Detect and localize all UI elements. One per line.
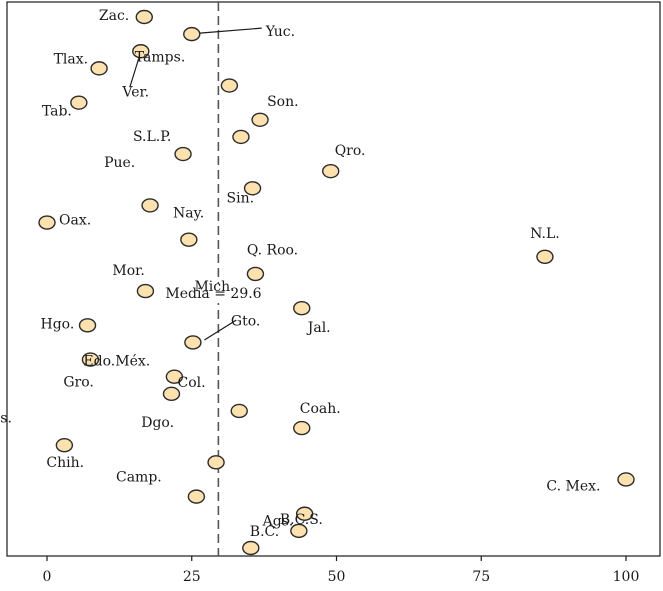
point-label: Oax. xyxy=(59,213,91,229)
point-label: B.C.S. xyxy=(280,512,323,528)
points-layer xyxy=(38,9,635,556)
data-point xyxy=(162,386,181,402)
point-label: N.L. xyxy=(530,226,560,242)
data-point xyxy=(293,420,311,436)
data-point xyxy=(232,129,250,145)
data-point xyxy=(135,9,153,25)
data-point xyxy=(78,318,97,333)
data-point xyxy=(220,78,239,93)
point-label: Jal. xyxy=(306,320,331,336)
leader-line xyxy=(129,58,140,88)
data-point xyxy=(38,215,56,230)
point-label: Zac. xyxy=(99,8,129,24)
data-point xyxy=(55,438,74,453)
x-tick-label: 100 xyxy=(613,569,640,585)
data-point xyxy=(230,403,248,419)
point-label: Camp. xyxy=(116,469,162,485)
data-point xyxy=(136,283,155,299)
point-label: Gto. xyxy=(231,313,260,329)
point-label: C. Mex. xyxy=(546,479,600,495)
x-tick-label: 25 xyxy=(183,569,201,585)
data-point xyxy=(295,506,314,521)
plot-frame xyxy=(6,1,661,557)
data-point xyxy=(141,198,159,213)
data-point xyxy=(187,489,206,504)
data-point xyxy=(293,300,311,316)
mean-label-background xyxy=(162,284,271,303)
point-label: Ver. xyxy=(121,85,149,101)
data-point xyxy=(174,146,192,162)
data-point xyxy=(90,61,108,76)
data-point xyxy=(322,163,340,179)
point-label: Sin. xyxy=(227,190,255,206)
data-point xyxy=(207,455,225,470)
x-axis: 0 25 50 75 100 xyxy=(43,556,640,585)
data-point xyxy=(81,352,100,367)
point-label: Mich. xyxy=(194,279,234,295)
point-label: Ags. xyxy=(262,514,294,530)
data-point xyxy=(165,369,184,384)
point-label: Tamps. xyxy=(135,49,185,65)
data-point xyxy=(183,26,201,42)
data-point xyxy=(180,232,198,247)
point-label: S.L.P. xyxy=(133,129,171,145)
point-label: Pue. xyxy=(104,155,135,171)
point-label: Chih. xyxy=(46,455,84,471)
leader-line xyxy=(204,319,237,341)
point-label: Chis. xyxy=(0,410,12,426)
point-label: Tab. xyxy=(42,104,72,120)
point-label: B.C. xyxy=(250,524,279,540)
point-label: Nay. xyxy=(173,205,204,221)
point-label: Dgo. xyxy=(141,415,174,431)
point-label: Q. Roo. xyxy=(247,243,298,259)
point-label: Son. xyxy=(267,94,299,110)
data-point xyxy=(246,266,265,282)
x-tick-label: 0 xyxy=(43,569,52,585)
point-label: Edo.Méx. xyxy=(83,354,150,370)
point-label: Yuc. xyxy=(265,24,295,40)
leader-line xyxy=(199,27,262,34)
data-point xyxy=(70,95,88,110)
data-point xyxy=(617,472,635,487)
data-point xyxy=(243,181,262,196)
point-label: Coah. xyxy=(300,401,341,417)
labels-layer: Media = 29.6 Zac. Yuc. Tamps. Tlax. Ver. Tab. S… xyxy=(0,8,600,540)
x-tick-label: 75 xyxy=(472,569,490,585)
point-label: Qro. xyxy=(335,143,366,159)
data-point xyxy=(242,540,260,556)
data-point xyxy=(251,112,269,127)
data-point xyxy=(132,44,150,59)
point-label: Gro. xyxy=(63,375,94,391)
point-label: Tlax. xyxy=(54,51,89,67)
data-point xyxy=(184,335,202,350)
point-label: Hgo. xyxy=(41,316,75,332)
data-point xyxy=(536,249,554,265)
point-label: Col. xyxy=(177,375,205,391)
x-tick-label: 50 xyxy=(328,569,346,585)
point-label: Mor. xyxy=(112,263,144,279)
data-point xyxy=(290,523,308,539)
mean-label: Media = 29.6 xyxy=(165,286,261,302)
